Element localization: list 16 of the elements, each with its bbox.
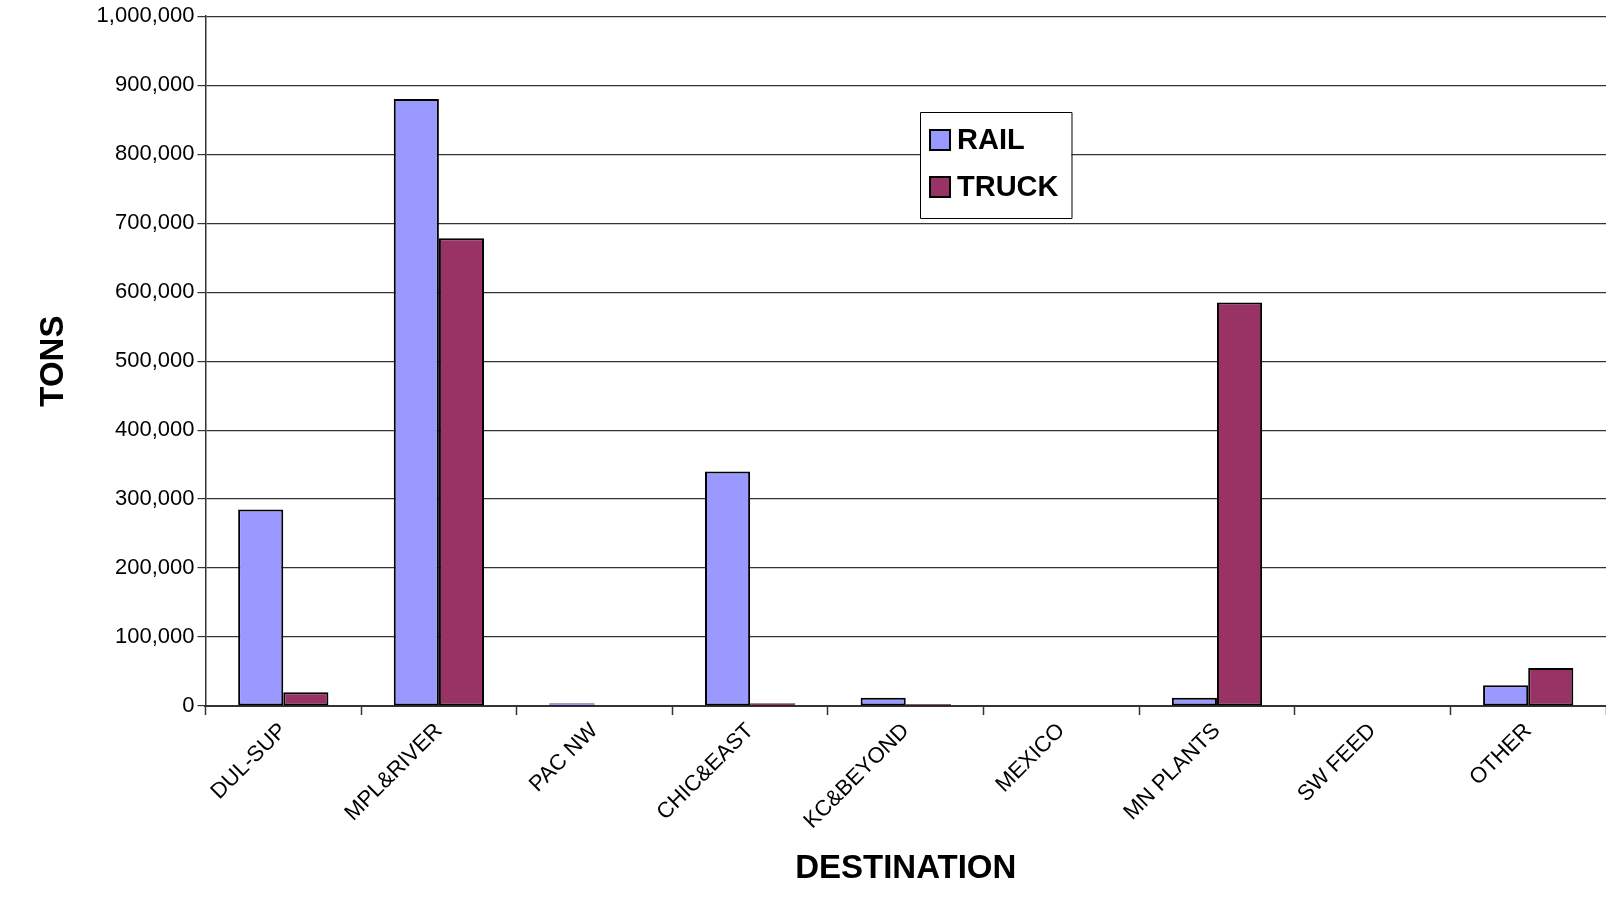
y-tick-label: 1,000,000	[96, 2, 195, 28]
legend-label: TRUCK	[957, 170, 1059, 202]
y-tick-label: 700,000	[114, 209, 195, 235]
y-tick-label: 900,000	[114, 71, 195, 97]
y-tick-label: 400,000	[114, 416, 195, 442]
y-tick-label: 800,000	[114, 140, 195, 166]
y-axis-title: TONS	[32, 315, 70, 407]
y-tick-label: 300,000	[114, 485, 195, 511]
y-tick-label: 100,000	[114, 623, 195, 649]
y-tick-label: 600,000	[114, 278, 195, 304]
y-tick-label: 500,000	[114, 347, 195, 373]
x-tick-label: PAC NW	[523, 717, 603, 797]
x-axis-title: DESTINATION	[795, 848, 1017, 886]
y-tick-label: 200,000	[114, 554, 195, 580]
legend-label: RAIL	[957, 123, 1025, 155]
y-tick-label: 0	[182, 692, 195, 718]
